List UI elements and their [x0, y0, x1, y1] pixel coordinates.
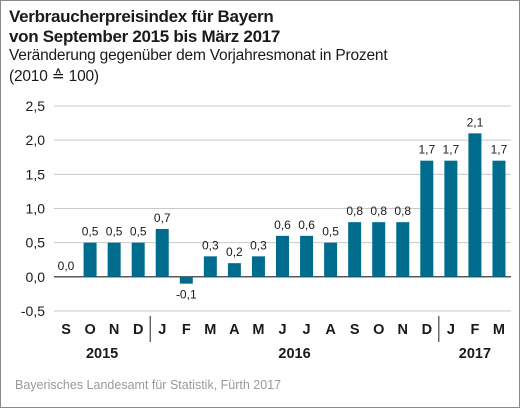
bar [107, 242, 121, 277]
x-tick-label: M [252, 322, 264, 338]
x-tick-label: N [398, 322, 408, 338]
bar-value-label: 0,5 [130, 225, 147, 239]
x-tick-label: J [303, 322, 311, 338]
bar [227, 263, 241, 277]
base-year-note: (2010 ≙ 100) [9, 68, 99, 85]
bar-value-label: 0,6 [298, 218, 315, 232]
y-tick-label: 0,0 [26, 269, 46, 285]
bar [420, 160, 434, 277]
bar [492, 160, 506, 277]
x-tick-label: F [470, 322, 479, 338]
bar-value-label: 1,7 [491, 143, 508, 157]
bar [203, 256, 217, 277]
y-tick-label: 1,0 [26, 201, 46, 217]
x-tick-label: D [133, 322, 143, 338]
bar [179, 276, 193, 284]
bar-value-label: 0,8 [370, 204, 387, 218]
bar [83, 242, 97, 277]
bar-value-label: 0,5 [106, 225, 123, 239]
chart-title-line2: von September 2015 bis März 2017 [9, 27, 281, 46]
year-label: 2016 [278, 346, 310, 362]
bar-value-label: 0,3 [202, 238, 219, 252]
x-tick-label: J [278, 322, 286, 338]
year-label: 2017 [459, 346, 491, 362]
bar [324, 242, 338, 277]
x-tick-label: F [182, 322, 191, 338]
x-tick-label: S [350, 322, 360, 338]
bar [155, 229, 169, 277]
year-label: 2015 [86, 346, 118, 362]
x-tick-label: A [325, 322, 336, 338]
bar-value-label: 0,3 [250, 238, 267, 252]
bar [372, 222, 386, 277]
bar-value-label: -0,1 [176, 288, 197, 302]
bar-value-label: 0,8 [346, 204, 363, 218]
chart-title-line1: Verbraucherpreisindex für Bayern [9, 7, 274, 26]
y-tick-label: 2,5 [26, 98, 46, 114]
bar-value-label: 1,7 [443, 143, 460, 157]
bar-value-label: 0,8 [394, 204, 411, 218]
x-tick-label: J [447, 322, 455, 338]
chart-subtitle: Veränderung gegenüber dem Vorjahresmonat… [9, 47, 388, 64]
x-tick-label: A [229, 322, 240, 338]
x-tick-label: O [84, 322, 95, 338]
bar-value-label: 0,0 [58, 259, 75, 273]
bar [444, 160, 458, 277]
x-tick-label: M [493, 322, 505, 338]
bar-value-label: 0,6 [274, 218, 291, 232]
y-tick-label: 0,5 [26, 235, 46, 251]
y-tick-label: 1,5 [26, 166, 46, 182]
x-tick-label: J [158, 322, 166, 338]
bar-value-label: 0,5 [322, 225, 339, 239]
bar [396, 222, 410, 277]
y-tick-label: -0,5 [21, 303, 45, 319]
x-tick-label: S [61, 322, 71, 338]
bar-value-label: 1,7 [418, 143, 435, 157]
bar-value-label: 2,1 [467, 115, 484, 129]
bar-value-label: 0,2 [226, 245, 243, 259]
x-tick-label: O [373, 322, 384, 338]
y-tick-label: 2,0 [26, 132, 46, 148]
x-tick-label: M [204, 322, 216, 338]
bar [348, 222, 362, 277]
x-tick-label: D [422, 322, 432, 338]
bar [251, 256, 265, 277]
bar-value-label: 0,5 [82, 225, 99, 239]
bar [468, 133, 482, 277]
bar [276, 235, 289, 277]
bar [300, 235, 314, 277]
x-tick-label: N [109, 322, 119, 338]
bar-value-label: 0,7 [154, 211, 171, 225]
source-note: Bayerisches Landesamt für Statistik, Für… [15, 378, 282, 392]
bar [131, 242, 145, 277]
